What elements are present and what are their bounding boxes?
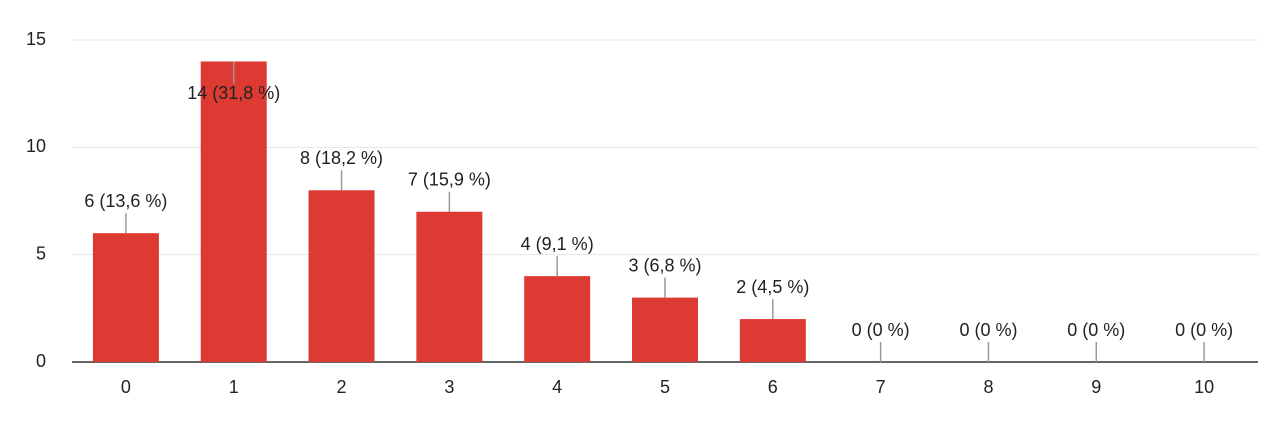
bar [92, 233, 159, 362]
bar [200, 61, 267, 362]
x-tick-label: 4 [552, 377, 562, 397]
value-label: 0 (0 %) [1067, 320, 1125, 340]
value-label: 0 (0 %) [959, 320, 1017, 340]
value-label: 2 (4,5 %) [736, 277, 809, 297]
value-label: 3 (6,8 %) [628, 255, 701, 275]
x-tick-label: 1 [229, 377, 239, 397]
value-label: 6 (13,6 %) [84, 191, 167, 211]
value-label: 0 (0 %) [852, 320, 910, 340]
value-label: 14 (31,8 %) [187, 83, 280, 103]
value-label: 4 (9,1 %) [521, 234, 594, 254]
x-tick-label: 10 [1194, 377, 1214, 397]
bar [739, 319, 806, 362]
y-tick-label: 0 [36, 351, 46, 371]
y-tick-label: 10 [26, 136, 46, 156]
value-label: 0 (0 %) [1175, 320, 1233, 340]
bar [632, 297, 698, 362]
y-tick-label: 5 [36, 243, 46, 263]
x-tick-label: 6 [768, 377, 778, 397]
y-tick-label: 15 [26, 29, 46, 49]
x-tick-label: 7 [876, 377, 886, 397]
value-label: 8 (18,2 %) [300, 148, 383, 168]
x-tick-label: 2 [337, 377, 347, 397]
value-label: 7 (15,9 %) [408, 169, 491, 189]
bar [308, 190, 375, 362]
x-tick-label: 3 [444, 377, 454, 397]
x-tick-label: 9 [1091, 377, 1101, 397]
x-tick-label: 8 [983, 377, 993, 397]
x-tick-label: 0 [121, 377, 131, 397]
bar [416, 211, 483, 362]
bar [524, 276, 591, 362]
x-tick-label: 5 [660, 377, 670, 397]
